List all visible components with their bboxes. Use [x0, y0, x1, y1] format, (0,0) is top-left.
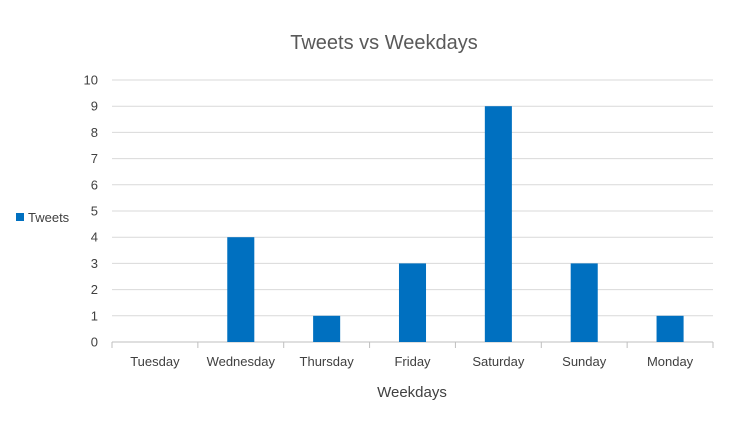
x-tick-label: Friday: [394, 354, 431, 369]
x-tick-label: Sunday: [562, 354, 607, 369]
y-tick-label: 2: [91, 282, 98, 297]
x-tick-label: Tuesday: [130, 354, 180, 369]
x-tick-label: Monday: [647, 354, 694, 369]
bar-friday: [398, 263, 427, 342]
y-tick-label: 7: [91, 151, 98, 166]
x-axis-title: Weekdays: [377, 384, 447, 401]
y-axis-ticks: 0 1 2 3 4 5 6 7 8 9 10: [84, 73, 98, 350]
x-tick-label: Wednesday: [207, 354, 276, 369]
y-tick-label: 5: [91, 204, 98, 219]
bar-wednesday: [227, 237, 255, 342]
legend: Tweets: [16, 210, 70, 225]
gridlines: [112, 79, 713, 343]
y-tick-label: 8: [91, 125, 98, 140]
legend-label-tweets: Tweets: [28, 210, 70, 225]
bar-sunday: [570, 263, 598, 342]
y-tick-label: 0: [91, 335, 98, 350]
bar-saturday: [484, 106, 512, 342]
bar-monday: [656, 315, 684, 342]
x-tick-label: Thursday: [300, 354, 355, 369]
y-tick-label: 1: [91, 308, 98, 323]
y-tick-label: 4: [91, 230, 98, 245]
legend-swatch: [16, 213, 24, 221]
y-tick-label: 9: [91, 99, 98, 114]
x-axis-ticks: Tuesday Wednesday Thursday Friday Saturday Su…: [111, 342, 714, 369]
y-tick-label: 3: [91, 256, 98, 271]
bars: [227, 106, 684, 342]
bar-thursday: [313, 315, 341, 342]
y-tick-label: 6: [91, 177, 98, 192]
chart-title: Tweets vs Weekdays: [290, 32, 477, 54]
y-tick-label: 10: [84, 73, 98, 88]
x-tick-label: Saturday: [472, 354, 525, 369]
